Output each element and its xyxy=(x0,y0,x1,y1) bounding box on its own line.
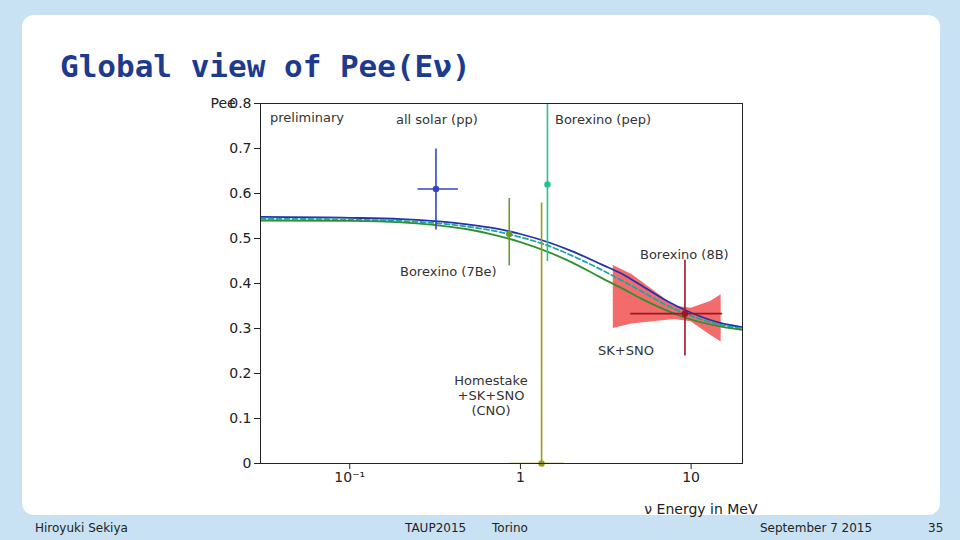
html-text:Borexino (8B): Borexino (8B) xyxy=(640,247,729,262)
svg-text:1: 1 xyxy=(516,469,525,485)
html-text:Borexino (7Be): Borexino (7Be) xyxy=(400,264,497,279)
svg-text:0.5: 0.5 xyxy=(229,230,251,246)
svg-text:0.7: 0.7 xyxy=(229,140,251,156)
svg-text:0.3: 0.3 xyxy=(229,320,251,336)
html-text:Global view of Pee(Eν): Global view of Pee(Eν) xyxy=(60,48,471,84)
html-text:all solar (pp): all solar (pp) xyxy=(396,112,478,127)
svg-text:10⁻¹: 10⁻¹ xyxy=(334,469,365,485)
html-text:Hiroyuki Sekiya: Hiroyuki Sekiya xyxy=(35,521,128,535)
html-text:Borexino (pep): Borexino (pep) xyxy=(555,112,651,127)
svg-text:0.6: 0.6 xyxy=(229,185,251,201)
svg-text:10: 10 xyxy=(682,469,700,485)
svg-text:Pee: Pee xyxy=(211,95,236,111)
html-text:35: 35 xyxy=(928,521,944,535)
svg-text:0.4: 0.4 xyxy=(229,275,251,291)
html-text:TAUP2015: TAUP2015 xyxy=(405,521,467,535)
html-text:September 7 2015: September 7 2015 xyxy=(760,521,873,535)
svg-text:ν Energy in MeV: ν Energy in MeV xyxy=(644,501,758,517)
svg-text:0: 0 xyxy=(243,455,252,471)
html-text:Homestake +SK+SNO (CNO): Homestake +SK+SNO (CNO) xyxy=(454,373,528,418)
html-text:SK+SNO: SK+SNO xyxy=(598,343,654,358)
svg-text:0.1: 0.1 xyxy=(229,410,251,426)
html-text:preliminary: preliminary xyxy=(270,110,345,125)
html-text:Torino: Torino xyxy=(492,521,528,535)
svg-text:0.2: 0.2 xyxy=(229,365,251,381)
